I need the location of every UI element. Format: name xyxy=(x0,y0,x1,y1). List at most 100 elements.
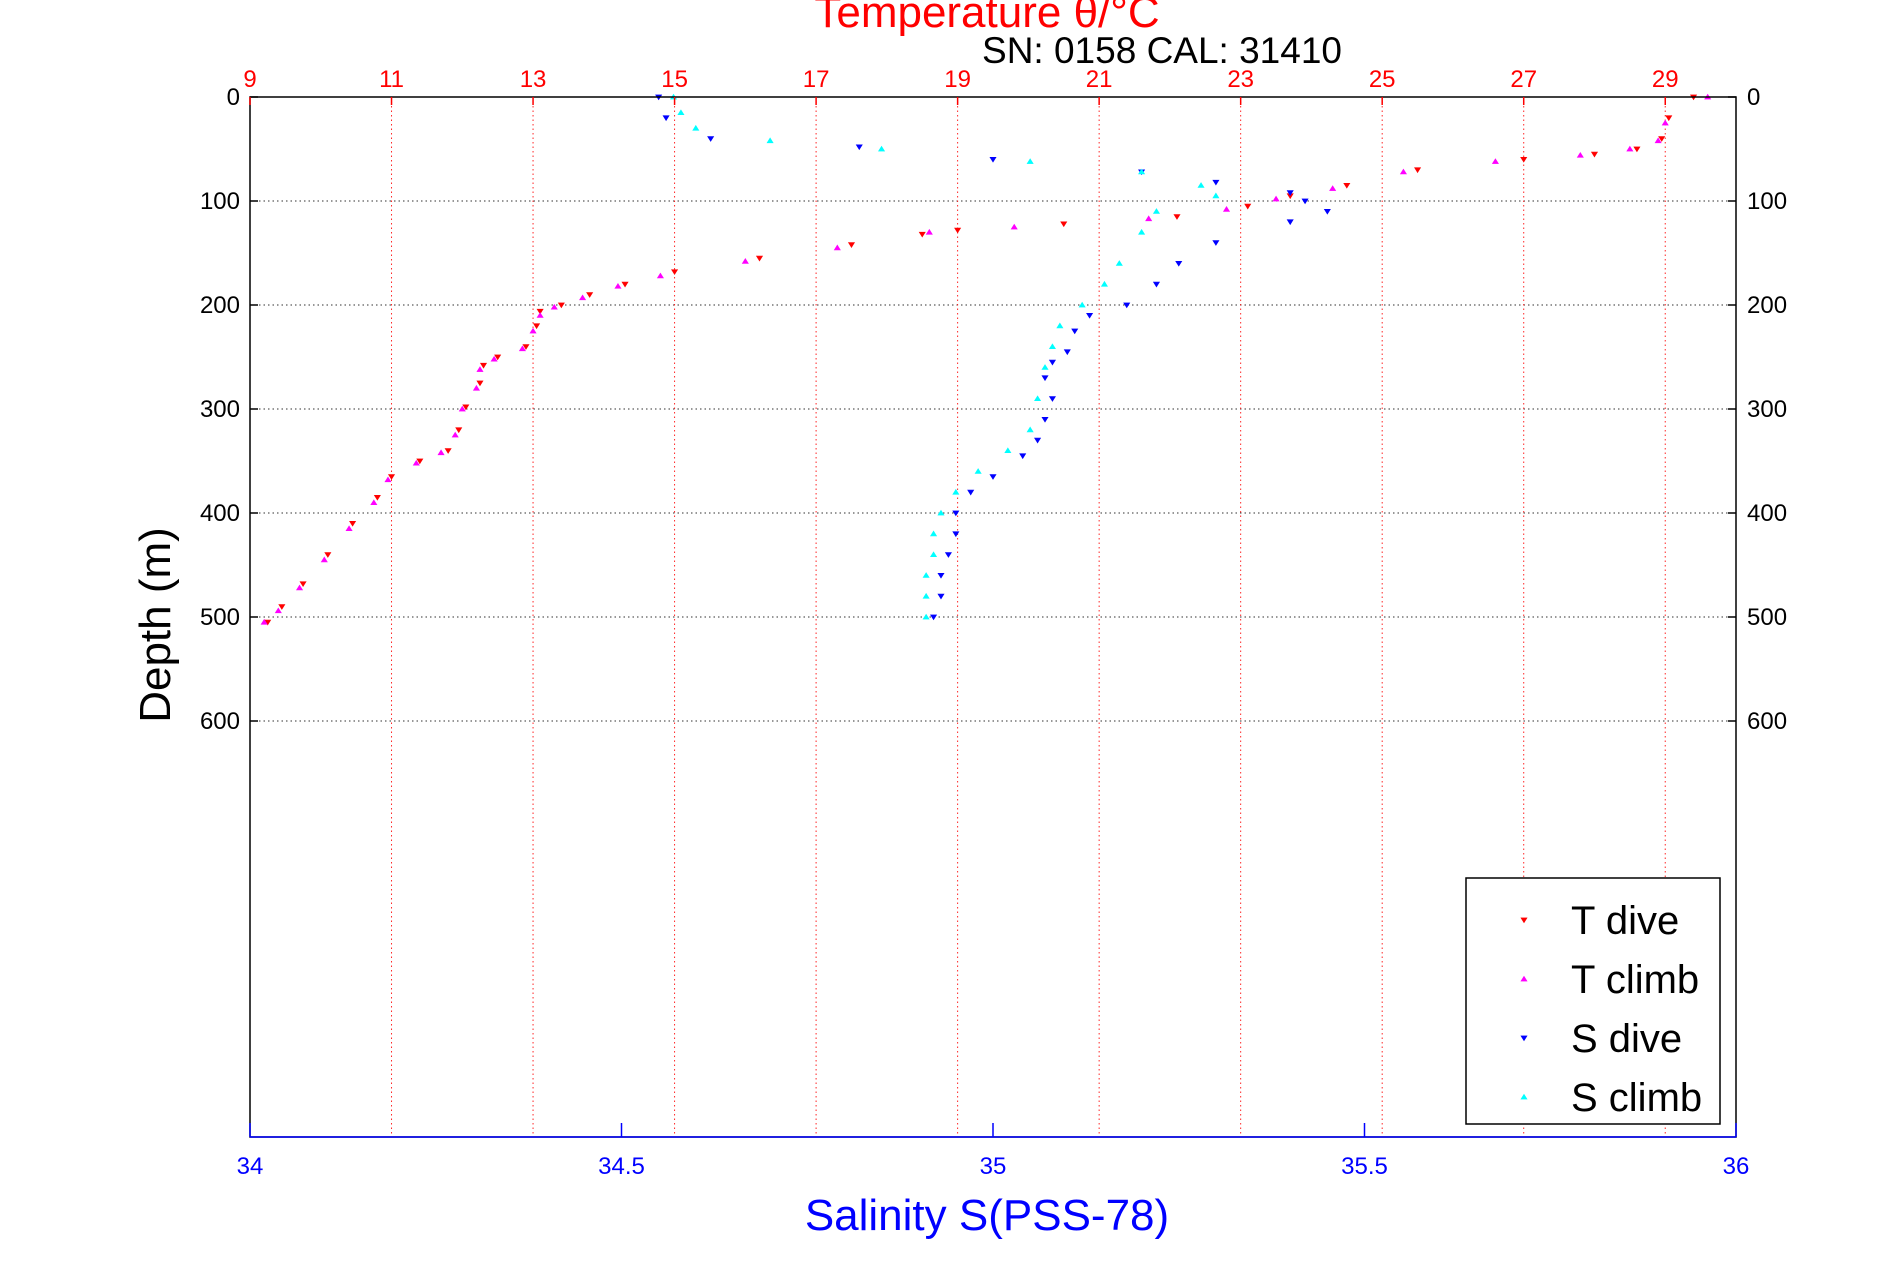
s-dive-point xyxy=(937,593,945,600)
s-dive-point xyxy=(1175,260,1183,267)
t-climb-point xyxy=(1654,137,1662,144)
t-climb-point xyxy=(345,525,353,532)
x-bottom-tick-label: 34 xyxy=(237,1153,264,1180)
y-tick-label-right: 500 xyxy=(1747,604,1787,631)
t-dive-point xyxy=(1414,167,1422,174)
t-dive-point xyxy=(455,427,463,434)
grid-lines xyxy=(250,97,1736,1137)
t-climb-point xyxy=(536,312,544,318)
s-dive-point xyxy=(1286,190,1294,196)
t-climb-point xyxy=(579,294,587,301)
s-dive-point xyxy=(930,614,938,621)
s-climb-point xyxy=(1048,343,1056,350)
legend-label: T climb xyxy=(1571,958,1699,1002)
x-axis-label: Salinity S(PSS-78) xyxy=(805,1191,1169,1240)
x-bottom-tick-label: 36 xyxy=(1723,1153,1750,1180)
y-tick-label-left: 600 xyxy=(200,708,240,735)
s-dive-point xyxy=(1212,179,1220,186)
chart-subtitle: SN: 0158 CAL: 31410 xyxy=(982,30,1342,71)
legend-label: S dive xyxy=(1571,1017,1682,1061)
t-dive-point xyxy=(479,362,488,369)
t-dive-point xyxy=(349,520,357,527)
t-climb-point xyxy=(518,345,526,352)
t-climb-point xyxy=(1661,119,1669,126)
t-climb-point xyxy=(925,228,933,235)
y-tick-label-right: 600 xyxy=(1747,708,1787,735)
t-dive-point xyxy=(1244,203,1252,210)
t-dive-point xyxy=(1060,221,1068,228)
s-dive-point xyxy=(967,489,975,496)
t-climb-point xyxy=(476,366,484,372)
s-dive-point xyxy=(1212,240,1220,246)
legend-label: S climb xyxy=(1571,1076,1702,1120)
s-dive-point xyxy=(937,572,945,579)
y-tick-label-right: 400 xyxy=(1747,500,1787,527)
x-top-tick-label: 13 xyxy=(520,66,547,93)
t-dive-point xyxy=(299,581,307,587)
t-dive-point xyxy=(671,269,679,275)
t-climb-point xyxy=(451,431,459,438)
t-dive-point xyxy=(621,281,629,288)
s-climb-point xyxy=(1197,182,1205,188)
t-dive-point xyxy=(1665,115,1673,122)
s-dive-point xyxy=(1041,416,1049,423)
y-tick-label-left: 300 xyxy=(200,396,240,423)
t-dive-point xyxy=(1173,214,1181,220)
t-climb-point xyxy=(472,384,480,391)
s-climb-point xyxy=(1100,280,1108,287)
t-climb-point xyxy=(1626,145,1634,152)
chart-title: Temperature θ/°C xyxy=(814,0,1159,37)
s-climb-point xyxy=(1115,260,1123,266)
s-climb-point xyxy=(952,488,960,495)
y-tick-label-left: 400 xyxy=(200,500,240,527)
t-climb-point xyxy=(490,355,498,362)
t-dive-point xyxy=(557,302,565,309)
t-dive-point xyxy=(536,308,544,315)
legend-label: T dive xyxy=(1571,899,1679,943)
t-climb-point xyxy=(412,459,420,466)
s-dive-point xyxy=(1041,375,1049,382)
t-dive-point xyxy=(1658,136,1666,142)
x-top-tick-label: 23 xyxy=(1227,66,1254,93)
s-dive-point xyxy=(952,531,960,538)
x-top-tick-label: 29 xyxy=(1652,66,1679,93)
t-climb-point xyxy=(370,499,378,506)
s-climb-point xyxy=(1056,322,1064,329)
t-climb-point xyxy=(260,618,268,625)
s-climb-point xyxy=(1034,395,1042,402)
t-dive-point xyxy=(494,354,502,361)
x-top-tick-label: 11 xyxy=(379,66,404,93)
s-dive-point xyxy=(944,552,952,558)
y-tick-label-left: 500 xyxy=(200,604,240,631)
legend-marker xyxy=(1520,975,1528,982)
s-climb-point xyxy=(878,145,886,152)
y-tick-label-right: 0 xyxy=(1747,84,1760,111)
x-bottom-tick-label: 35.5 xyxy=(1341,1153,1388,1180)
t-climb-point xyxy=(1272,195,1280,202)
t-dive-point xyxy=(444,448,452,454)
s-dive-point xyxy=(1019,453,1027,460)
t-climb-point xyxy=(529,327,537,334)
y-axis-label: Depth (m) xyxy=(131,527,180,723)
x-top-tick-label: 21 xyxy=(1086,66,1113,93)
t-dive-point xyxy=(522,344,530,350)
t-dive-point xyxy=(755,255,764,262)
t-climb-point xyxy=(1145,215,1153,222)
s-dive-point xyxy=(855,144,863,151)
t-climb-point xyxy=(1399,168,1407,175)
t-dive-point xyxy=(586,292,594,298)
t-climb-point xyxy=(437,449,445,456)
t-dive-point xyxy=(387,474,396,480)
s-climb-point xyxy=(922,592,930,599)
t-dive-point xyxy=(1590,151,1599,158)
legend-box xyxy=(1465,877,1721,1125)
t-dive-point xyxy=(1520,157,1528,163)
t-dive-point xyxy=(918,231,926,238)
s-climb-point xyxy=(1026,426,1034,433)
legend-marker xyxy=(1520,1035,1528,1042)
t-climb-point xyxy=(656,272,664,279)
t-climb-point xyxy=(320,556,328,563)
s-climb-point xyxy=(766,137,774,144)
s-climb-point xyxy=(937,509,945,516)
